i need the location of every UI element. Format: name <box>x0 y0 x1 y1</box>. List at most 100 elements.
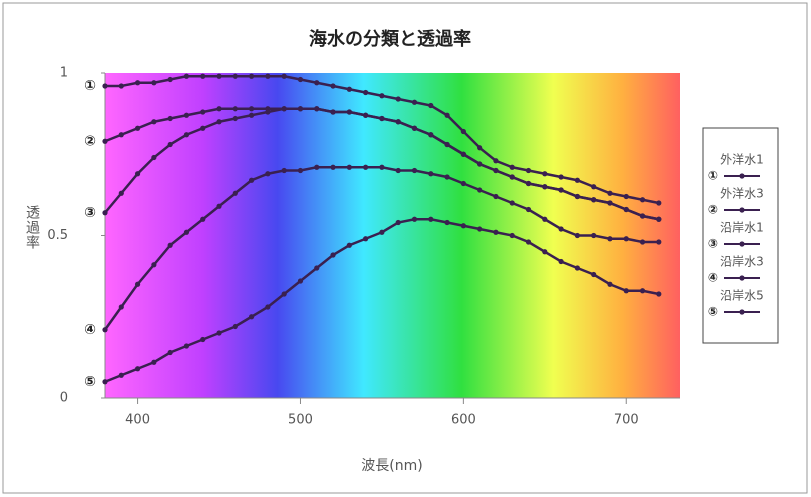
data-point <box>346 164 352 170</box>
data-point <box>281 73 287 79</box>
chart-title: 海水の分類と透過率 <box>309 28 471 50</box>
data-point <box>314 106 320 112</box>
data-point <box>249 314 255 320</box>
data-point <box>428 102 434 109</box>
data-point <box>395 96 401 102</box>
data-point <box>607 236 613 242</box>
data-point <box>363 164 369 170</box>
y-tick-label: 0 <box>60 391 68 406</box>
data-point <box>411 99 418 105</box>
data-point <box>200 336 206 343</box>
data-point <box>363 112 369 118</box>
data-point <box>216 73 222 79</box>
data-point <box>574 177 580 183</box>
data-point <box>558 258 564 265</box>
data-point <box>509 200 515 206</box>
data-point <box>232 73 238 79</box>
x-tick-label: 600 <box>451 413 476 428</box>
data-point <box>216 106 222 112</box>
legend-box <box>702 127 779 344</box>
legend-name: 沿岸水5 <box>720 289 764 303</box>
data-point <box>330 83 336 89</box>
data-point <box>314 80 320 86</box>
legend-name: 外洋水3 <box>720 186 764 201</box>
data-point <box>477 145 483 151</box>
data-point <box>444 141 450 148</box>
data-point <box>525 180 532 187</box>
data-point <box>411 216 418 222</box>
data-point <box>656 291 662 297</box>
series-label: ① <box>84 78 96 94</box>
data-point <box>167 76 173 83</box>
data-point <box>639 197 646 203</box>
data-point <box>216 203 222 209</box>
data-point <box>639 239 646 245</box>
data-point <box>314 164 320 170</box>
y-tick-label: 1 <box>60 66 68 81</box>
data-point <box>525 206 532 213</box>
legend-name: 外洋水1 <box>720 152 764 167</box>
series-label: ② <box>84 133 96 149</box>
legend-name: 沿岸水3 <box>720 255 764 269</box>
data-point <box>477 161 483 167</box>
data-point <box>151 119 157 125</box>
legend-label: ① <box>708 169 718 183</box>
data-point <box>656 216 662 222</box>
data-point <box>411 125 418 131</box>
data-point <box>428 216 434 222</box>
data-point <box>102 379 108 385</box>
data-point <box>379 164 385 170</box>
data-point <box>591 184 597 190</box>
x-tick-label: 700 <box>614 413 639 428</box>
legend-dot <box>739 207 745 213</box>
data-point <box>623 206 629 213</box>
data-point <box>542 249 548 255</box>
x-axis-label: 波長(nm) <box>361 458 422 474</box>
data-point <box>411 167 418 174</box>
data-point <box>232 106 238 112</box>
legend-label: ③ <box>708 237 718 251</box>
legend-dot <box>739 275 745 281</box>
data-point <box>232 115 238 122</box>
data-point <box>297 278 304 284</box>
data-point <box>395 219 401 226</box>
data-point <box>395 119 401 125</box>
data-point <box>607 200 613 206</box>
data-point <box>639 213 646 219</box>
data-point <box>249 177 255 183</box>
data-point <box>363 89 369 96</box>
data-point <box>607 190 613 196</box>
data-point <box>591 271 597 278</box>
data-point <box>493 229 499 235</box>
data-point <box>265 73 271 79</box>
data-point <box>493 167 499 174</box>
data-point <box>118 132 124 138</box>
legend-dot <box>739 241 745 247</box>
data-point <box>297 167 304 174</box>
legend-name: 沿岸水1 <box>720 221 764 235</box>
data-point <box>623 288 629 294</box>
data-point <box>428 171 434 177</box>
data-point <box>102 138 108 144</box>
x-tick-label: 400 <box>125 413 150 428</box>
data-point <box>542 216 548 222</box>
data-point <box>118 372 124 378</box>
data-point <box>151 262 157 268</box>
data-point <box>444 174 450 180</box>
data-point <box>297 106 304 112</box>
x-tick-label: 500 <box>288 413 313 428</box>
data-point <box>167 349 173 356</box>
data-point <box>460 128 466 135</box>
series-label: ⑤ <box>84 374 96 390</box>
data-point <box>428 132 434 138</box>
data-point <box>134 281 141 287</box>
data-point <box>477 226 483 232</box>
data-point <box>591 197 597 203</box>
data-point <box>639 288 646 294</box>
data-point <box>200 216 206 222</box>
data-point <box>493 158 499 164</box>
data-point <box>118 190 124 196</box>
legend-dot <box>739 173 745 179</box>
data-point <box>314 265 320 271</box>
